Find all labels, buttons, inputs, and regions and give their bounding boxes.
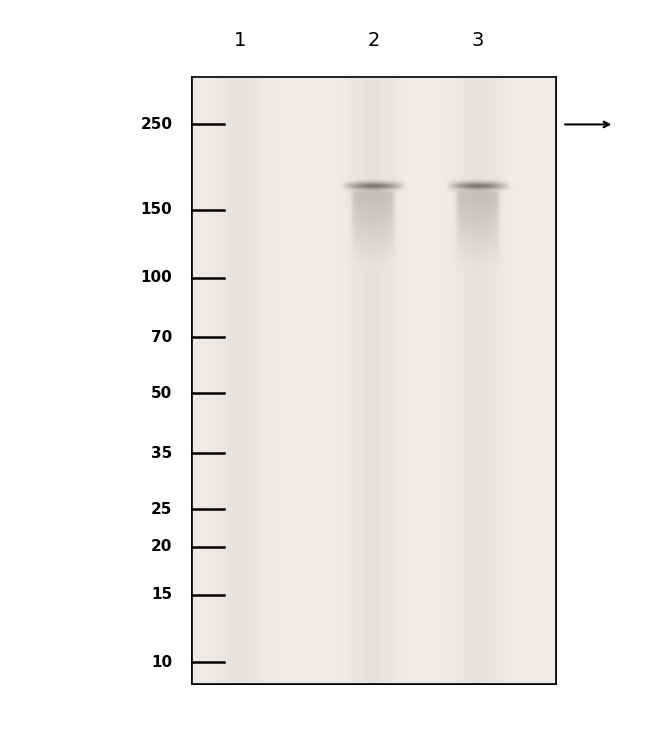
Text: 2: 2 bbox=[367, 31, 380, 50]
FancyBboxPatch shape bbox=[192, 77, 556, 684]
Text: 25: 25 bbox=[151, 502, 172, 517]
Text: 100: 100 bbox=[140, 270, 172, 285]
Text: 70: 70 bbox=[151, 329, 172, 345]
Text: 150: 150 bbox=[140, 202, 172, 217]
Text: 20: 20 bbox=[151, 539, 172, 554]
Text: 3: 3 bbox=[471, 31, 484, 50]
Text: 15: 15 bbox=[151, 587, 172, 602]
Text: 250: 250 bbox=[140, 117, 172, 132]
Text: 35: 35 bbox=[151, 446, 172, 460]
Text: 1: 1 bbox=[234, 31, 247, 50]
Text: 10: 10 bbox=[151, 655, 172, 670]
Text: 50: 50 bbox=[151, 386, 172, 401]
